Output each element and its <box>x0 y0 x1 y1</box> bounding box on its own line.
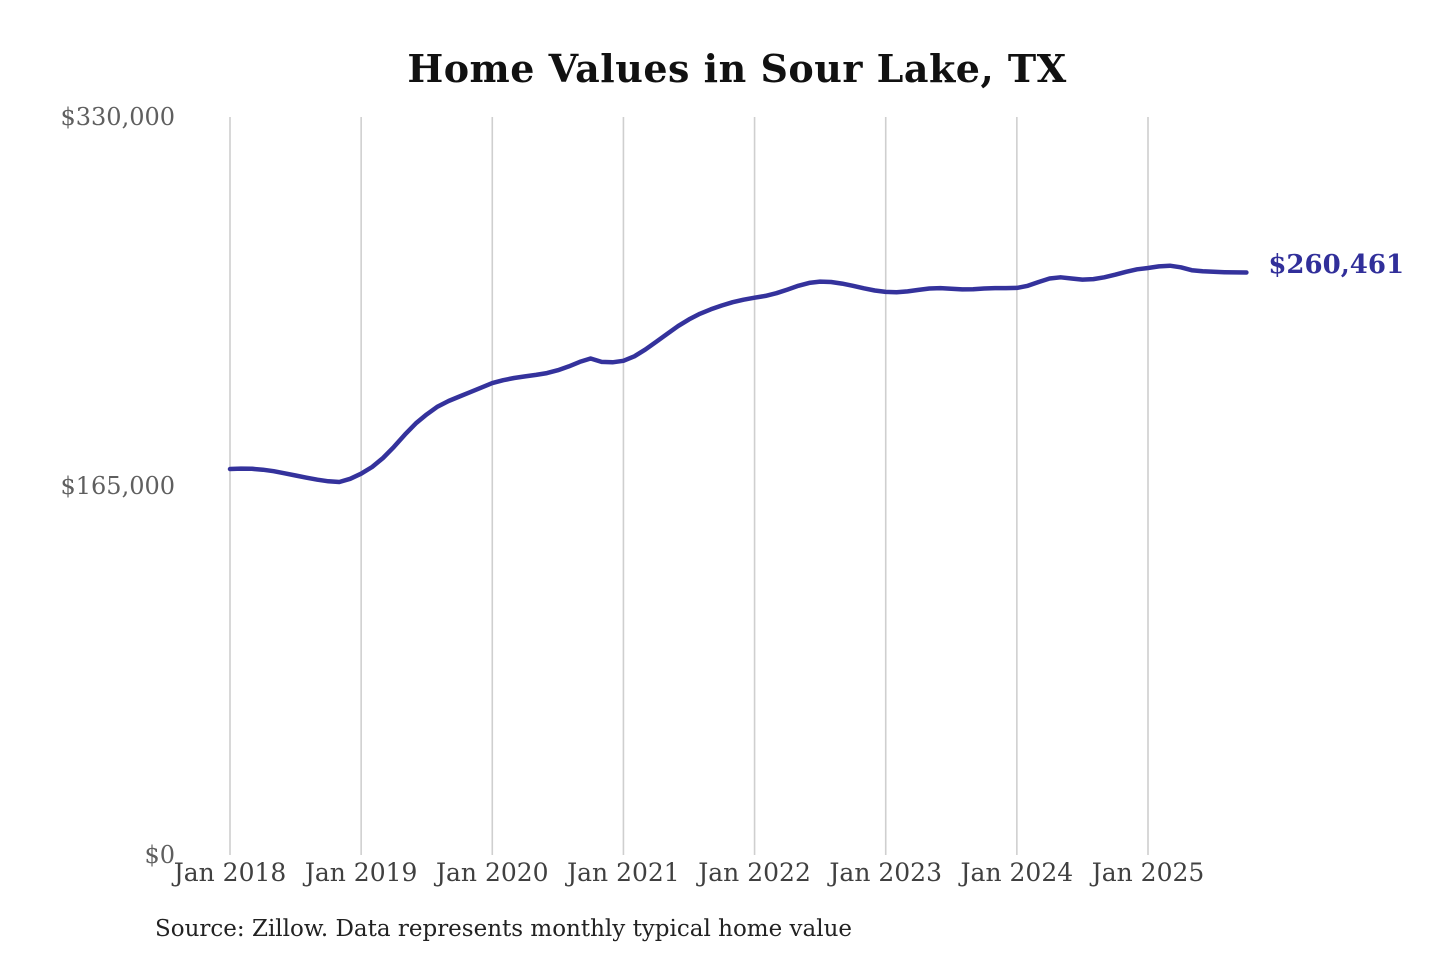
x-tick-label: Jan 2025 <box>1091 858 1205 887</box>
y-tick-label: $165,000 <box>60 472 175 500</box>
y-tick-label: $330,000 <box>60 103 175 131</box>
home-value-line <box>227 263 1249 485</box>
x-tick-label: Jan 2020 <box>435 858 549 887</box>
chart-title: Home Values in Sour Lake, TX <box>407 46 1067 91</box>
y-tick-label: $0 <box>144 841 175 869</box>
x-tick-label: Jan 2024 <box>960 858 1074 887</box>
x-tick-label: Jan 2022 <box>698 858 811 887</box>
x-tick-label: Jan 2021 <box>567 858 680 887</box>
x-tick-label: Jan 2019 <box>304 858 418 887</box>
x-tick-label: Jan 2023 <box>829 858 943 887</box>
series-end-value-label: $260,461 <box>1268 249 1405 280</box>
x-tick-label: Jan 2018 <box>173 858 287 887</box>
source-note: Source: Zillow. Data represents monthly … <box>155 916 853 942</box>
